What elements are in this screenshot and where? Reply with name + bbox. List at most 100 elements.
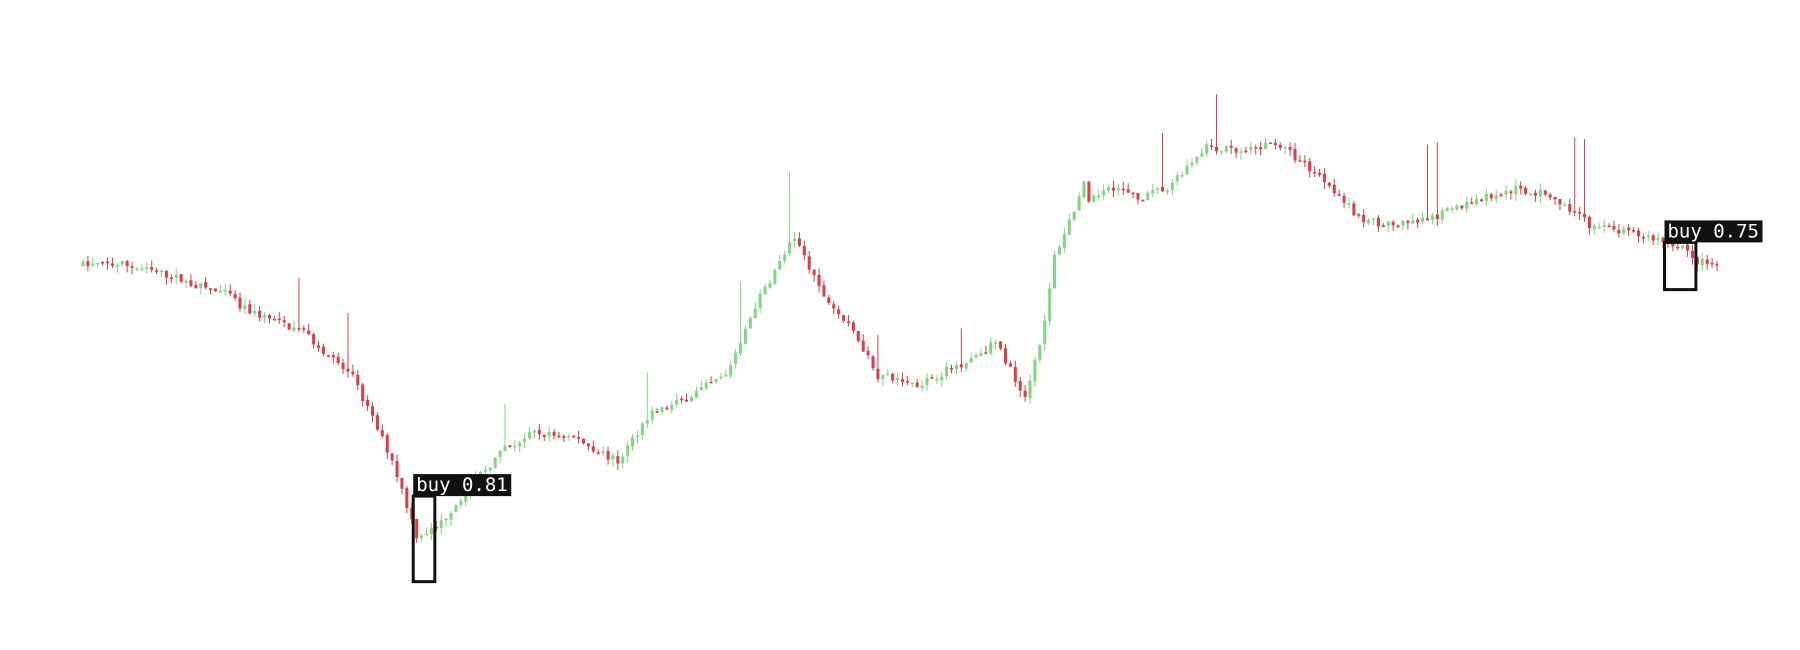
candle-body-down xyxy=(1342,195,1346,203)
candle-body-down xyxy=(179,274,183,282)
candle-body-down xyxy=(1425,218,1430,221)
candle-body-up xyxy=(699,387,703,391)
candle-body-down xyxy=(861,340,865,352)
candle-body-up xyxy=(503,445,507,452)
candle-body-up xyxy=(223,289,227,292)
candle-body-down xyxy=(307,330,311,335)
candle-body-down xyxy=(400,477,404,489)
candle-body-up xyxy=(778,260,782,270)
candle-body-up xyxy=(1700,258,1704,266)
candle-body-down xyxy=(1160,186,1165,192)
candle-body-down xyxy=(395,461,399,478)
candle-body-up xyxy=(925,378,929,385)
candle-body-up xyxy=(631,437,635,447)
candle-body-down xyxy=(277,318,281,321)
candle-body-up xyxy=(1082,181,1086,197)
candle-body-up xyxy=(513,445,517,448)
candle-body-up xyxy=(940,376,944,381)
candle-body-up xyxy=(989,342,993,354)
candle-body-down xyxy=(1023,390,1027,397)
candle-body-down xyxy=(302,328,306,330)
candle-body-down xyxy=(1210,145,1214,147)
detection-label-background xyxy=(1664,220,1763,243)
candle-body-down xyxy=(312,334,316,345)
candle-body-down xyxy=(891,373,895,381)
candle-body-down xyxy=(1003,348,1008,364)
candle-body-down xyxy=(1018,381,1022,391)
candle-body-up xyxy=(896,378,900,380)
candle-body-down xyxy=(287,323,291,330)
candle-body-up xyxy=(1043,320,1047,345)
candle-body-down xyxy=(317,345,321,348)
candle-body-down xyxy=(1460,205,1464,209)
candle-body-down xyxy=(1087,181,1091,202)
candle-body-down xyxy=(1715,264,1719,266)
candle-body-down xyxy=(1489,194,1493,199)
candle-body-down xyxy=(1416,219,1420,223)
candle-body-down xyxy=(846,321,850,324)
candle-body-up xyxy=(650,410,654,420)
candle-body-up xyxy=(1504,190,1508,195)
candle-body-up xyxy=(292,327,296,331)
candle-body-up xyxy=(1430,215,1434,220)
candle-body-down xyxy=(1705,259,1709,264)
candle-body-down xyxy=(1214,146,1219,152)
candle-body-up xyxy=(1219,151,1223,153)
candle-body-up xyxy=(1401,220,1405,226)
candle-body-up xyxy=(675,399,679,405)
candle-body-up xyxy=(1170,182,1174,190)
candle-body-up xyxy=(920,385,924,388)
candle-body-down xyxy=(1578,212,1582,214)
candle-body-down xyxy=(802,245,806,256)
candle-body-down xyxy=(1273,142,1277,145)
candle-body-up xyxy=(1484,193,1488,201)
candle-body-down xyxy=(110,263,114,266)
candle-body-down xyxy=(871,356,875,369)
candle-body-up xyxy=(783,254,787,261)
candle-body-down xyxy=(385,434,389,453)
candle-body-up xyxy=(1077,196,1081,211)
candle-body-up xyxy=(449,513,453,520)
candle-body-down xyxy=(390,453,394,461)
candle-body-up xyxy=(1347,203,1351,205)
candle-body-up xyxy=(140,268,144,271)
candle-body-up xyxy=(660,407,664,412)
candle-body-down xyxy=(581,439,586,444)
candle-body-up xyxy=(1057,247,1061,255)
candle-body-down xyxy=(856,330,860,342)
candle-body-up xyxy=(1440,210,1444,220)
candle-body-down xyxy=(1710,262,1714,265)
candle-body-up xyxy=(969,358,973,363)
candle-body-down xyxy=(900,379,904,382)
candle-body-up xyxy=(1062,233,1066,248)
candle-body-up xyxy=(439,520,443,528)
candle-body-down xyxy=(366,399,370,407)
candle-body-down xyxy=(851,322,855,331)
candle-body-up xyxy=(974,354,978,358)
candle-body-up xyxy=(1180,175,1184,177)
candle-body-down xyxy=(1234,148,1238,153)
candle-body-down xyxy=(331,355,335,358)
candle-body-up xyxy=(910,382,914,384)
candle-body-down xyxy=(1435,214,1439,220)
candle-body-down xyxy=(1533,193,1537,196)
candle-body-down xyxy=(1131,192,1135,195)
candle-body-up xyxy=(1165,190,1169,193)
candle-body-down xyxy=(552,431,556,436)
candle-body-down xyxy=(1573,211,1577,213)
candle-body-up xyxy=(488,467,492,471)
candle-body-down xyxy=(591,446,595,452)
candle-body-down xyxy=(1332,184,1336,194)
candle-body-down xyxy=(1357,214,1361,216)
candle-body-down xyxy=(130,266,134,268)
candle-body-up xyxy=(1028,380,1032,399)
candle-body-up xyxy=(498,450,502,457)
candle-body-up xyxy=(1175,175,1179,182)
candle-body-down xyxy=(1524,187,1528,194)
candle-body-up xyxy=(714,379,718,382)
candle-body-down xyxy=(1229,145,1233,148)
candle-body-down xyxy=(586,443,590,447)
candle-body-down xyxy=(1259,147,1263,150)
candle-body-down xyxy=(150,267,154,270)
candle-body-down xyxy=(562,436,566,438)
